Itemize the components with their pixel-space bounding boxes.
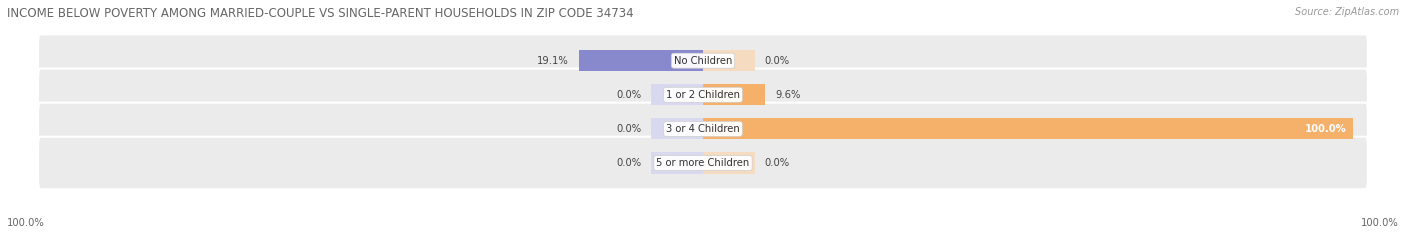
Text: 0.0%: 0.0%: [616, 158, 641, 168]
Text: Source: ZipAtlas.com: Source: ZipAtlas.com: [1295, 7, 1399, 17]
Bar: [703, 84, 765, 105]
Text: 0.0%: 0.0%: [616, 124, 641, 134]
Text: 0.0%: 0.0%: [616, 90, 641, 100]
Bar: [579, 50, 703, 71]
Bar: [651, 118, 703, 140]
Text: 3 or 4 Children: 3 or 4 Children: [666, 124, 740, 134]
Text: 19.1%: 19.1%: [537, 56, 569, 66]
Text: No Children: No Children: [673, 56, 733, 66]
Text: 0.0%: 0.0%: [765, 158, 790, 168]
Text: 1 or 2 Children: 1 or 2 Children: [666, 90, 740, 100]
Text: 100.0%: 100.0%: [7, 218, 45, 228]
Bar: [703, 118, 1353, 140]
Bar: [703, 118, 1353, 140]
Text: 5 or more Children: 5 or more Children: [657, 158, 749, 168]
Text: 100.0%: 100.0%: [1305, 124, 1347, 134]
FancyBboxPatch shape: [38, 137, 1368, 189]
Bar: [703, 84, 765, 105]
Bar: [703, 50, 755, 71]
FancyBboxPatch shape: [38, 103, 1368, 155]
Bar: [651, 152, 703, 174]
Text: 0.0%: 0.0%: [765, 56, 790, 66]
Bar: [703, 152, 755, 174]
FancyBboxPatch shape: [38, 34, 1368, 87]
Text: 100.0%: 100.0%: [1361, 218, 1399, 228]
Bar: [579, 50, 703, 71]
FancyBboxPatch shape: [38, 69, 1368, 121]
Bar: [651, 84, 703, 105]
Text: 9.6%: 9.6%: [775, 90, 800, 100]
Text: INCOME BELOW POVERTY AMONG MARRIED-COUPLE VS SINGLE-PARENT HOUSEHOLDS IN ZIP COD: INCOME BELOW POVERTY AMONG MARRIED-COUPL…: [7, 7, 634, 20]
